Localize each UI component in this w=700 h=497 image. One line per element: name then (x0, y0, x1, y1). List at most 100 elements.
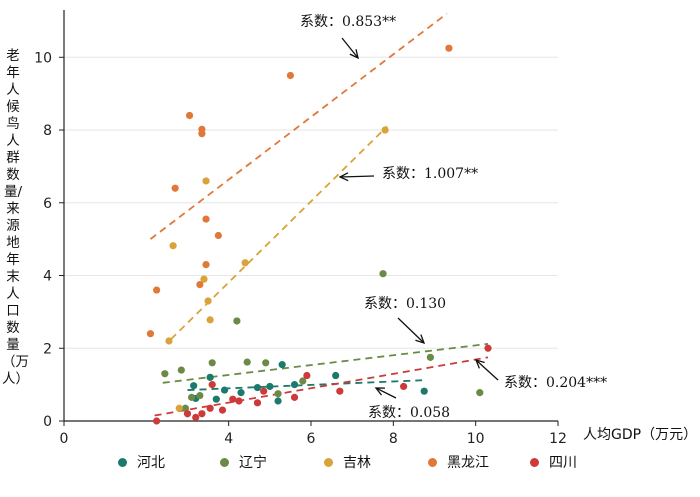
data-point (243, 358, 251, 366)
data-point (153, 286, 161, 294)
data-point (218, 406, 227, 414)
legend-item-liaoning: 辽宁 (220, 452, 267, 472)
data-point (208, 381, 216, 389)
legend-item-jilin: 吉林 (324, 452, 371, 472)
trend-line (149, 12, 448, 240)
coefficient-label: 系数：0.130 (364, 296, 446, 312)
legend-label: 四川 (549, 455, 577, 471)
data-point (400, 382, 408, 391)
legend-marker (118, 457, 127, 467)
data-point (198, 410, 206, 418)
data-point (476, 389, 484, 397)
legend-item-heilongjiang: 黑龙江 (428, 452, 489, 472)
legend-label: 河北 (137, 455, 165, 471)
data-point (206, 373, 214, 381)
annotation-arrowhead (338, 172, 349, 182)
data-point (146, 330, 155, 338)
legend-label: 吉林 (343, 455, 371, 471)
data-point (220, 386, 229, 394)
data-point (153, 417, 161, 425)
data-point (290, 381, 299, 389)
y-tick-label: 4 (43, 269, 52, 285)
data-point (381, 126, 389, 134)
annotation-arrowhead (349, 49, 359, 60)
data-point (253, 399, 262, 407)
annotation-arrow (375, 387, 397, 399)
y-tick-label: 2 (43, 341, 52, 357)
data-point (208, 359, 216, 367)
coefficient-label: 系数：0.058 (368, 405, 450, 421)
legend-label: 辽宁 (239, 455, 267, 471)
data-point (212, 395, 220, 403)
data-point (169, 242, 177, 250)
data-point (278, 361, 286, 369)
data-point (299, 377, 307, 385)
x-tick-label: 0 (60, 431, 69, 447)
data-point (188, 393, 196, 401)
trend-line (162, 342, 489, 384)
x-axis-label: 人均GDP（万元） (583, 427, 698, 443)
legend-label: 黑龙江 (447, 455, 489, 471)
y-tick-label: 6 (43, 196, 52, 212)
annotation-arrowhead (474, 358, 485, 369)
data-point (171, 184, 179, 192)
data-point (332, 371, 340, 380)
data-point (235, 397, 243, 405)
data-point (266, 382, 274, 391)
coefficient-label: 系数：1.007** (382, 166, 478, 182)
coefficient-label: 系数：0.853** (300, 14, 396, 30)
data-point (286, 71, 295, 80)
y-tick-label: 0 (43, 414, 52, 430)
data-point (196, 281, 204, 289)
data-point (183, 410, 192, 418)
annotation-arrow (339, 175, 375, 178)
data-point (241, 259, 249, 267)
coefficient-label: 系数：0.204*** (504, 375, 607, 391)
trend-line (154, 356, 489, 417)
legend-marker (220, 457, 229, 467)
data-point (426, 353, 434, 361)
legend-marker (324, 457, 333, 467)
data-point (336, 387, 344, 395)
legend: 河北 辽宁 吉林 黑龙江 四川 (118, 452, 698, 476)
data-point (202, 215, 210, 223)
data-point (161, 370, 169, 378)
data-point (192, 413, 200, 421)
x-tick-label: 6 (307, 431, 316, 447)
annotation-arrow (475, 359, 499, 381)
data-point (206, 316, 214, 324)
data-point (181, 404, 190, 412)
data-point (420, 387, 428, 395)
data-point (202, 177, 210, 185)
data-point (233, 317, 241, 325)
x-tick-label: 4 (224, 431, 233, 447)
data-point (445, 44, 453, 52)
data-point (185, 111, 194, 120)
data-point (198, 130, 206, 138)
data-point (274, 397, 282, 405)
data-point (262, 359, 270, 367)
legend-marker (530, 457, 539, 467)
annotation-arrow (341, 37, 359, 59)
data-point (237, 389, 245, 397)
data-point (177, 366, 185, 374)
data-point (202, 261, 210, 269)
data-point (260, 387, 268, 395)
data-point (253, 383, 262, 392)
x-tick-label: 12 (549, 431, 567, 447)
x-tick-label: 8 (389, 431, 398, 447)
data-point (200, 275, 208, 283)
data-point (175, 404, 183, 412)
y-tick-label: 8 (43, 123, 52, 139)
data-point (165, 337, 173, 345)
data-point (214, 231, 222, 240)
y-tick-label: 10 (34, 50, 52, 66)
data-point (190, 382, 198, 390)
data-point (484, 344, 492, 352)
legend-marker (428, 457, 437, 467)
annotation-arrow (397, 317, 425, 344)
data-point (196, 391, 204, 400)
legend-item-hebei: 河北 (118, 452, 165, 472)
x-tick-label: 10 (467, 431, 485, 447)
